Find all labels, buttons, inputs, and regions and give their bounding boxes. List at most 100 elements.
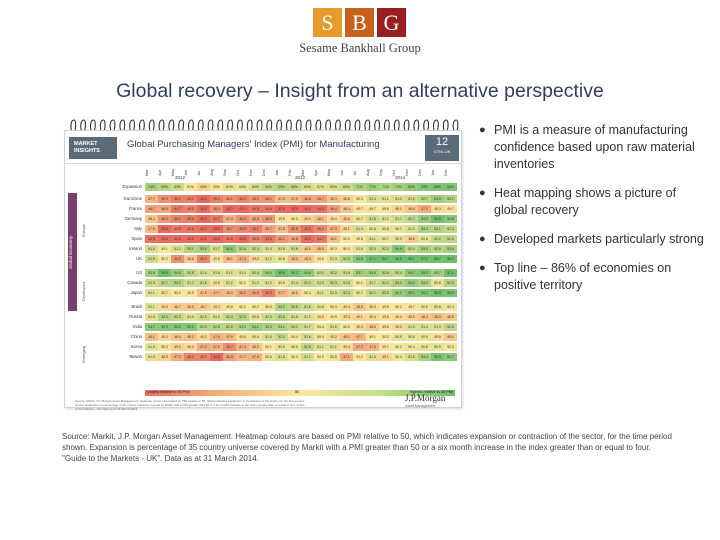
heatmap-cell: 51.5	[197, 269, 210, 277]
heatmap-cell: 52.8	[210, 323, 223, 331]
heatmap-cell: 49.5	[236, 333, 249, 341]
heatmap-cell: 45.4	[197, 353, 210, 361]
heatmap-cell: 66%	[262, 183, 275, 191]
heatmap-cell: 50.0	[171, 289, 184, 297]
heatmap-cell: 49.6	[379, 323, 392, 331]
bullet-text: Top line – 86% of economies on positive …	[494, 261, 672, 292]
heatmap-cell: 50.8	[314, 303, 327, 311]
month-label: Aug	[210, 169, 214, 176]
heatmap-cell: 52.0	[366, 245, 379, 253]
heatmap-cell: 49.3	[431, 205, 444, 213]
heatmap-cell: 49.1	[353, 313, 366, 321]
month-label: Oct	[236, 170, 240, 176]
heatmap-cell: 48.6	[184, 255, 197, 263]
heatmap-cell: 47.5	[210, 343, 223, 351]
heatmap-cell: 52.8	[223, 323, 236, 331]
heatmap-cell: 52.5	[288, 303, 301, 311]
heatmap-cell: 49.3	[210, 303, 223, 311]
ring-icon	[188, 119, 194, 133]
heatmap-cell: 86%	[431, 183, 444, 191]
heatmap-cell: 48.3	[301, 255, 314, 263]
heatmap-cell: 42.0	[171, 235, 184, 243]
page-number: 12	[435, 136, 449, 148]
heatmap-cell: 51.4	[405, 225, 418, 233]
heatmap-cell: 51.4	[262, 245, 275, 253]
heatmap-cell: 53.2	[171, 279, 184, 287]
heatmap-cell: 53.1	[431, 225, 444, 233]
heatmap-cell: 51.1	[223, 269, 236, 277]
heatmap-cell: 56.5	[392, 255, 405, 263]
month-label: Sep	[379, 169, 383, 176]
heatmap-cell: 51.7	[210, 245, 223, 253]
heatmap-cell: 57.1	[444, 269, 457, 277]
heatmap-cell: 50.2	[379, 333, 392, 341]
heatmap-cell: 57%	[223, 183, 236, 191]
heatmap-cell: 45.9	[171, 255, 184, 263]
heatmap-cell: 48.5	[444, 313, 457, 321]
heatmap-cell: 52.4	[392, 269, 405, 277]
heatmap-cell: 46.9	[236, 289, 249, 297]
logo-letter-boxes: S B G	[313, 8, 406, 37]
heatmap-cell: 54.7	[145, 323, 158, 331]
heatmap-cell: 50.2	[340, 323, 353, 331]
heatmap-cell: 80%	[405, 183, 418, 191]
heatmap-cell: 45.2	[184, 205, 197, 213]
heatmap-cell: 86%	[444, 183, 457, 191]
heatmap-row-label: UK	[136, 256, 142, 261]
heatmap-cell: 47.1	[340, 353, 353, 361]
heatmap-cell: 45.1	[171, 195, 184, 203]
ring-icon	[325, 119, 332, 133]
heatmap-cell: 49.6	[210, 255, 223, 263]
month-label: Feb	[444, 169, 448, 176]
heatmap-cell: 44.8	[171, 225, 184, 233]
month-label: Jan	[275, 169, 279, 176]
heatmap-cell: 50.9	[275, 343, 288, 351]
heatmap-cell: 52.9	[340, 255, 353, 263]
figure-fine-print: Source: Markit, J.P. Morgan Asset Manage…	[75, 399, 305, 411]
heatmap-cell: 48.3	[418, 313, 431, 321]
heatmap-cell: 48.1	[145, 333, 158, 341]
heatmap-cell: 45.8	[288, 225, 301, 233]
heatmap-cell: 46.8	[249, 215, 262, 223]
heatmap-cell: 50.2	[249, 303, 262, 311]
ring-icon	[207, 119, 214, 133]
heatmap-cell: 51.1	[145, 303, 158, 311]
year-row: 2012 2013 2014	[145, 175, 455, 181]
heatmap-cell: 45.9	[158, 195, 171, 203]
ring-icon	[99, 119, 106, 133]
heatmap-cell: 55.0	[418, 269, 431, 277]
heatmap-cell: 51.0	[145, 313, 158, 321]
heatmap-cell: 49.5	[431, 333, 444, 341]
heatmap-cell: 52.4	[223, 313, 236, 321]
heatmap-cell: 45.4	[236, 195, 249, 203]
heatmap-cell: 51.5	[145, 245, 158, 253]
heatmap-cell: 44.0	[197, 195, 210, 203]
ring-icon	[442, 119, 449, 133]
heatmap-cell: 50.1	[158, 245, 171, 253]
heatmap-cell: 51.1	[327, 343, 340, 351]
heatmap-cell: 46.7	[314, 195, 327, 203]
heatmap-cell: 51.4	[418, 323, 431, 331]
heatmap-cell: 51.5	[327, 323, 340, 331]
heatmap-cell: 52.6	[275, 313, 288, 321]
heatmap-cell: 52.4	[405, 245, 418, 253]
heatmap-cell: 53.4	[418, 353, 431, 361]
month-label: Nov	[249, 169, 253, 176]
heatmap-cell: 46.2	[249, 195, 262, 203]
heatmap-cell: 50.1	[353, 279, 366, 287]
heatmap-cell: 51.8	[288, 245, 301, 253]
heatmap-cell: 51.7	[366, 279, 379, 287]
heatmap-cell: 41.5	[197, 235, 210, 243]
heatmap-cell: 51%	[184, 183, 197, 191]
heatmap-cell: 44.6	[184, 225, 197, 233]
heatmap-cell: 46.4	[327, 205, 340, 213]
heatmap-cell: 50.9	[392, 333, 405, 341]
heatmap-cell: 45.2	[171, 215, 184, 223]
ring-icon	[197, 119, 204, 133]
heatmap-cell: 49.1	[340, 225, 353, 233]
heatmap-cell: 50.2	[392, 303, 405, 311]
heatmap-cell: 50.3	[444, 343, 457, 351]
heatmap-cell: 51.1	[314, 343, 327, 351]
heatmap-cell: 49.7	[379, 343, 392, 351]
heatmap-cell: 54.0	[262, 269, 275, 277]
